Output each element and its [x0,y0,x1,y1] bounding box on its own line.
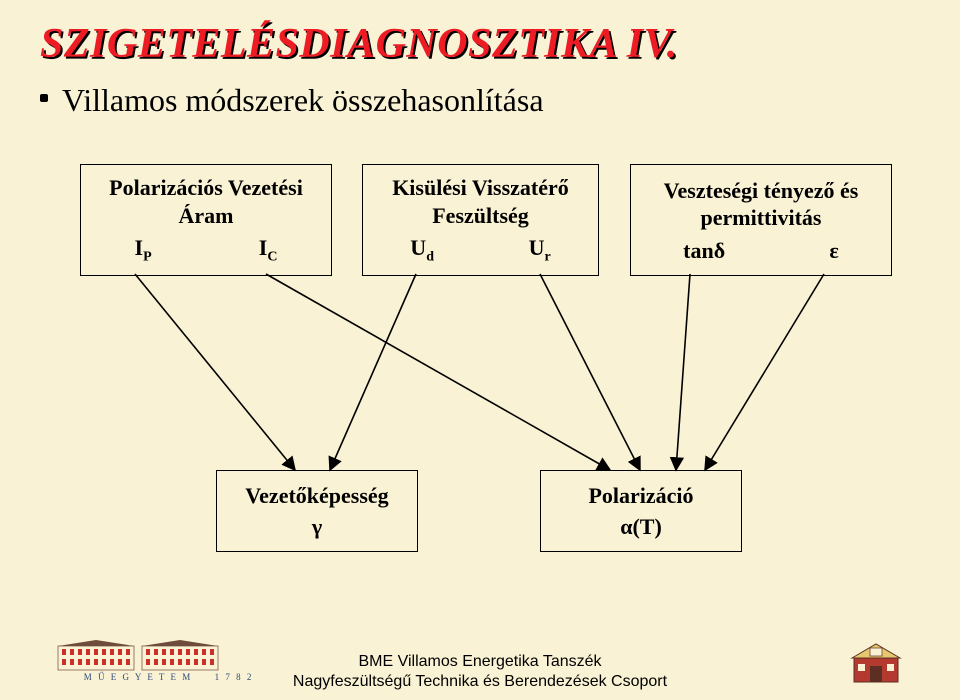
symbol-ip: IP [135,235,152,265]
box-polarization-current: Polarizációs Vezetési Áram IP IC [80,164,332,276]
bullet-row: Villamos módszerek összehasonlítása [40,82,544,119]
symbol-ur: Ur [529,235,551,265]
box-conductivity: Vezetőképesség γ [216,470,418,552]
symbol-gamma: γ [217,510,417,540]
box-loss-factor: Veszteségi tényező és permittivitás tanδ… [630,164,892,276]
box-sub-row: Ud Ur [363,229,598,265]
slide-title: SZIGETELÉSDIAGNOSZTIKA IV. [40,20,678,68]
symbol-ud: Ud [410,235,434,265]
symbol-tandelta: tanδ [683,238,725,264]
bullet-dot-icon [40,94,48,102]
box-polarization: Polarizáció α(T) [540,470,742,552]
slide-root: SZIGETELÉSDIAGNOSZTIKA IV. Villamos móds… [0,0,960,700]
footer-text: BME Villamos Energetika Tanszék Nagyfesz… [0,652,960,692]
box-sub-row: IP IC [81,229,331,265]
box-discharge-voltage: Kisülési Visszatérő Feszültség Ud Ur [362,164,599,276]
symbol-ic: IC [259,235,278,265]
box-sub-row: tanδ ε [631,232,891,264]
box-title: Vezetőképesség [217,482,417,510]
box-title: Kisülési Visszatérő Feszültség [363,174,598,229]
box-title: Polarizációs Vezetési Áram [81,174,331,229]
box-title: Veszteségi tényező és permittivitás [631,177,891,232]
symbol-epsilon: ε [829,238,838,264]
symbol-alpha-t: α(T) [541,510,741,540]
bullet-text: Villamos módszerek összehasonlítása [62,82,544,119]
box-title: Polarizáció [541,482,741,510]
